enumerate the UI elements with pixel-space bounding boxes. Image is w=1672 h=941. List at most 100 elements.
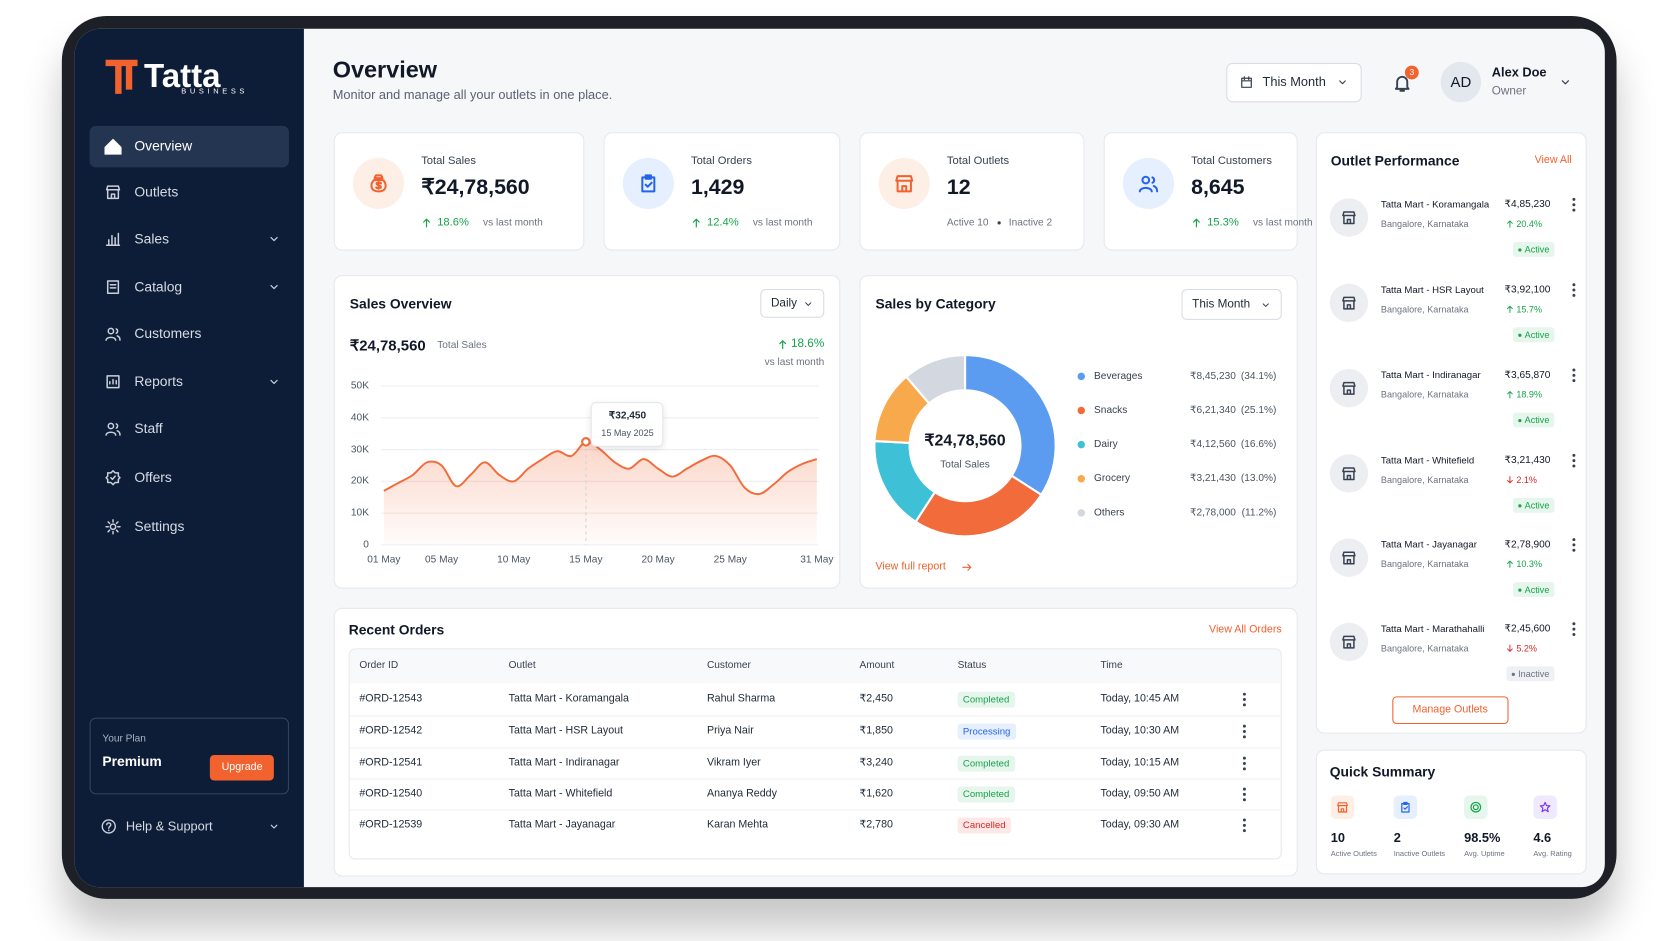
summary-value: 4.6: [1533, 830, 1552, 846]
donut-center-value: ₹24,78,560: [924, 431, 1006, 450]
legend-swatch: [1077, 406, 1085, 415]
kebab-dot: [1242, 798, 1246, 802]
kpi-value: 8,645: [1191, 175, 1245, 200]
category-period-dropdown[interactable]: [1181, 288, 1282, 320]
x-tick-label: 01 May: [367, 553, 401, 566]
icon: [1507, 220, 1513, 228]
kebab-dot: [1242, 818, 1246, 822]
user-name: Alex Doe: [1491, 64, 1547, 80]
table-cell: Ananya Reddy: [706, 788, 777, 800]
table-cell: Karan Mehta: [706, 818, 769, 831]
icon: [1394, 75, 1410, 92]
outlet-location: Bangalore, Karnataka: [1380, 474, 1469, 486]
icon: [1507, 305, 1513, 314]
table-cell: #ORD-12541: [359, 757, 423, 769]
kebab-dot: [1572, 197, 1576, 201]
icon: [779, 340, 787, 350]
kebab-dot: [1572, 373, 1576, 377]
summary-value: 98.5%: [1464, 830, 1501, 846]
icon: [1401, 801, 1410, 813]
kebab-dot: [1242, 703, 1246, 707]
kebab-dot: [1572, 293, 1576, 297]
summary-label: Avg. Uptime: [1464, 850, 1505, 859]
kebab-dot: [1242, 756, 1246, 760]
status-pill: Completed: [957, 691, 1015, 708]
table-cell: Tatta Mart - Koramangala: [508, 693, 629, 705]
report-link[interactable]: View full report: [875, 560, 946, 573]
kebab-dot: [1242, 692, 1246, 696]
nav-label: Settings: [134, 518, 185, 535]
kpi-label: Total Outlets: [946, 154, 1010, 168]
card-title: Sales Overview: [349, 295, 452, 312]
column-header: Order ID: [359, 659, 399, 672]
icon: [1539, 801, 1551, 813]
kpi-detail: Inactive 2: [1008, 216, 1053, 229]
outlet-change: 20.4%: [1516, 218, 1543, 230]
table-cell: ₹1,850: [859, 725, 893, 737]
status-dot: [1518, 588, 1522, 592]
legend-label: Beverages: [1094, 370, 1143, 383]
table-cell: Tatta Mart - Jayanagar: [508, 818, 616, 831]
outlet-icon-bg: [1329, 622, 1369, 662]
summary-icon-bg: [1533, 795, 1557, 819]
status-pill: Active: [1512, 327, 1555, 343]
kebab-dot: [1242, 698, 1246, 702]
table-cell: Today, 10:30 AM: [1100, 725, 1180, 737]
kebab-dot: [1242, 761, 1246, 765]
status-pill: Active: [1512, 497, 1555, 514]
tooltip-date: 15 May 2025: [601, 427, 654, 439]
kpi-label: Total Sales: [421, 154, 476, 168]
summary-label: Active Outlets: [1330, 850, 1377, 859]
row-divider: [349, 715, 1281, 717]
outlet-location: Bangalore, Karnataka: [1380, 303, 1469, 315]
nav-label: Offers: [134, 469, 172, 486]
status-dot: [1518, 333, 1522, 337]
icon: [1241, 76, 1252, 88]
table-cell: #ORD-12543: [359, 693, 423, 705]
nav-label: Outlets: [134, 183, 179, 200]
row-divider: [349, 747, 1281, 749]
icon: [270, 236, 278, 242]
card-title: Sales by Category: [875, 295, 996, 312]
outlet-icon-bg: [1329, 283, 1369, 323]
avatar: [1440, 61, 1482, 103]
nav-label: Catalog: [134, 278, 183, 295]
summary-label: Inactive Outlets: [1393, 850, 1446, 859]
legend-value: ₹2,78,000: [1190, 506, 1236, 519]
granularity-dropdown[interactable]: [760, 288, 825, 318]
category-card: [859, 275, 1298, 589]
x-tick-label: 15 May: [569, 553, 603, 566]
kebab-dot: [1242, 767, 1246, 771]
kebab-dot: [1572, 627, 1576, 631]
legend-value: ₹8,45,230: [1190, 370, 1236, 383]
icon: [270, 379, 278, 385]
table-cell: Today, 09:30 AM: [1100, 818, 1180, 831]
status-pill: Completed: [957, 755, 1015, 772]
manage-outlets-button[interactable]: Manage Outlets: [1392, 696, 1509, 725]
help-link[interactable]: Help & Support: [125, 818, 213, 834]
period-dropdown[interactable]: [1226, 62, 1362, 103]
sales-line: [383, 440, 818, 496]
icon: [1470, 801, 1482, 813]
outlet-name: Tatta Mart - Indiranagar: [1380, 369, 1481, 381]
icon: [1342, 635, 1356, 649]
upgrade-button[interactable]: Upgrade: [209, 754, 275, 781]
status-pill: Active: [1512, 582, 1555, 598]
donut-slice: [914, 474, 1043, 538]
icon: [104, 138, 122, 155]
outlets-link[interactable]: View All: [1534, 154, 1572, 167]
kebab-dot: [1572, 208, 1576, 212]
sidebar: [74, 28, 304, 888]
orders-link[interactable]: View All Orders: [1209, 623, 1282, 636]
nav-label: Overview: [134, 137, 193, 154]
table-cell: Today, 09:50 AM: [1100, 788, 1180, 800]
logo-mark: [105, 59, 138, 94]
icon: [1262, 303, 1269, 307]
table-cell: Today, 10:45 AM: [1100, 693, 1180, 705]
tooltip: [591, 402, 664, 448]
icon: [106, 375, 120, 389]
outlet-location: Bangalore, Karnataka: [1380, 389, 1469, 400]
legend-percent: (34.1%): [1240, 370, 1277, 383]
